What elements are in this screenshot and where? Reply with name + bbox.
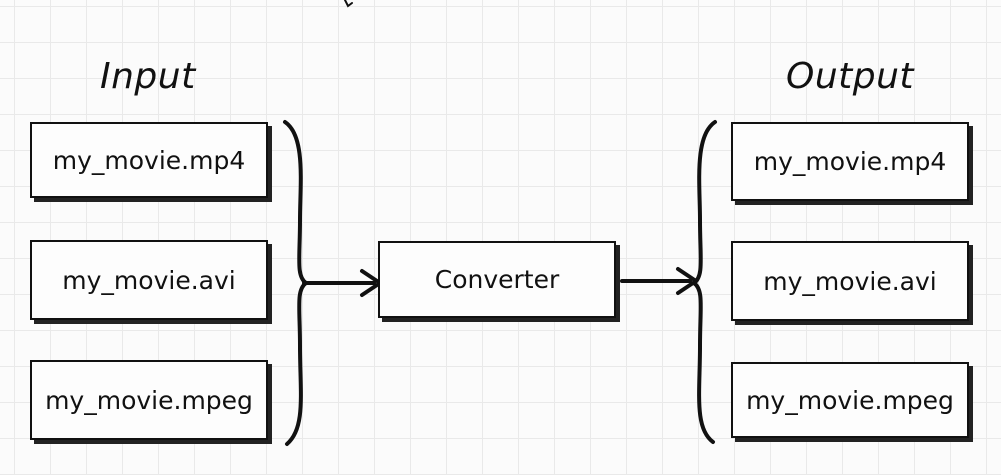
input-heading: Input (100, 56, 196, 97)
stray-pen-mark (343, 0, 353, 8)
input-file-mpeg: my_movie.mpeg (30, 360, 268, 440)
converter-to-output-arrowhead (676, 267, 698, 295)
output-file-mp4: my_movie.mp4 (731, 122, 969, 201)
output-file-mpeg: my_movie.mpeg (731, 362, 969, 438)
output-heading: Output (786, 56, 915, 97)
output-file-avi: my_movie.avi (731, 241, 969, 321)
input-file-avi: my_movie.avi (30, 240, 268, 320)
converter-box: Converter (378, 241, 616, 318)
input-file-mp4: my_movie.mp4 (30, 122, 268, 198)
